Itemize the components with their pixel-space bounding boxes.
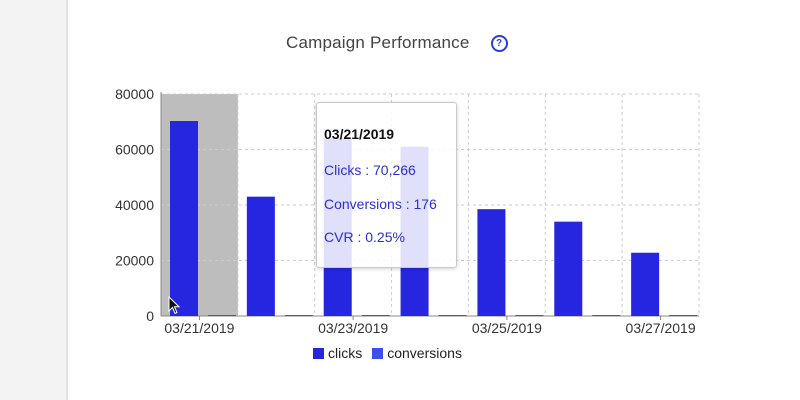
y-tick-label: 80000 — [115, 86, 154, 102]
bar-conversions[interactable] — [438, 315, 467, 316]
chart-header: Campaign Performance ? — [286, 32, 508, 54]
legend-item-conversions[interactable]: conversions — [372, 345, 462, 361]
bar-conversions[interactable] — [515, 315, 544, 316]
y-tick-label: 40000 — [115, 197, 154, 213]
tooltip-clicks: Clicks : 70,266 — [324, 162, 416, 178]
chart-tooltip: 03/21/2019 Clicks : 70,266 Conversions :… — [316, 102, 457, 268]
bar-clicks[interactable] — [477, 209, 506, 316]
bar-clicks[interactable] — [246, 196, 275, 316]
tooltip-date: 03/21/2019 — [324, 126, 395, 142]
bar-conversions[interactable] — [208, 315, 236, 316]
bar-conversions[interactable] — [592, 315, 621, 316]
bar-clicks[interactable] — [554, 221, 583, 316]
legend-swatch-conversions — [372, 347, 384, 359]
legend-swatch-clicks — [313, 347, 324, 359]
chart-legend: clicks conversions — [313, 345, 472, 361]
bar-conversions[interactable] — [361, 315, 390, 316]
bar-clicks[interactable] — [631, 252, 660, 316]
bar-conversions[interactable] — [669, 315, 698, 316]
x-tick-label: 03/21/2019 — [164, 320, 234, 336]
x-tick-label: 03/23/2019 — [318, 320, 388, 336]
chart-title: Campaign Performance — [286, 33, 470, 52]
bar-clicks[interactable] — [170, 121, 198, 317]
x-tick-label: 03/27/2019 — [626, 320, 696, 336]
y-tick-label: 60000 — [115, 142, 154, 158]
x-tick-label: 03/25/2019 — [472, 320, 542, 336]
bar-conversions[interactable] — [284, 315, 313, 316]
left-sidebar-edge — [0, 0, 68, 400]
question-circle-icon[interactable]: ? — [490, 34, 508, 52]
tooltip-conversions: Conversions : 176 — [324, 196, 437, 212]
tooltip-cvr: CVR : 0.25% — [324, 229, 405, 245]
legend-label-conversions: conversions — [387, 345, 462, 361]
legend-label-clicks: clicks — [328, 345, 363, 361]
legend-item-clicks[interactable]: clicks — [313, 345, 362, 361]
y-tick-label: 20000 — [115, 253, 154, 269]
mouse-pointer-icon — [168, 296, 181, 315]
y-tick-label: 0 — [146, 308, 154, 324]
